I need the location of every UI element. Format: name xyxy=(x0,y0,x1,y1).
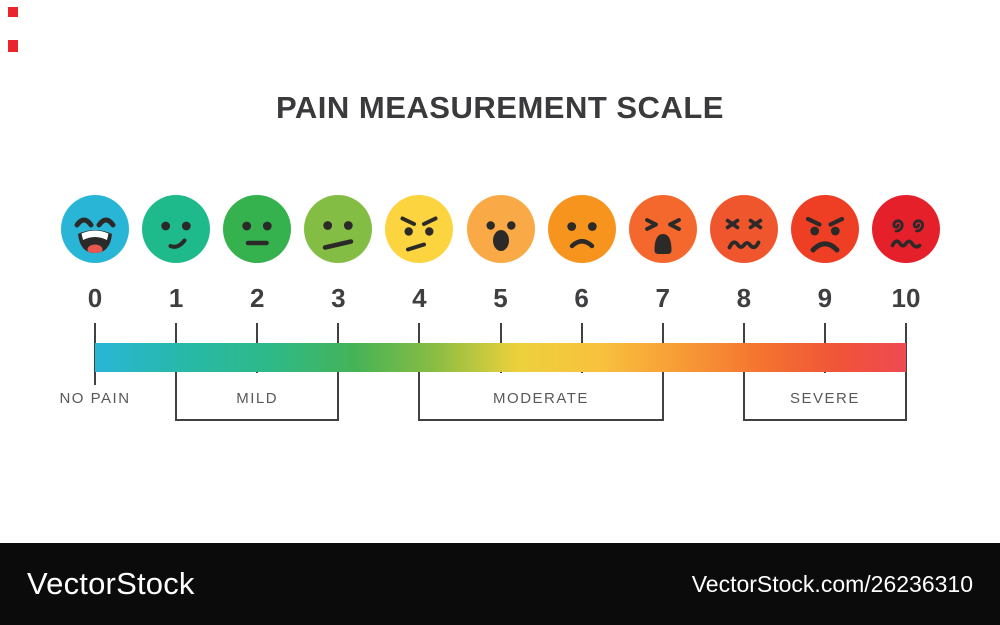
pain-face-0 xyxy=(61,195,129,263)
corner-mark-icon xyxy=(8,40,18,52)
scale-number-1: 1 xyxy=(168,283,184,313)
range-label-mild: MILD xyxy=(236,390,279,407)
scale-tick-8 xyxy=(742,323,745,421)
pain-face-8 xyxy=(709,195,778,263)
scale-number-4: 4 xyxy=(412,283,427,313)
brand-logo: VectorStock xyxy=(27,566,195,601)
watermark-url: VectorStock.com/26236310 xyxy=(691,570,973,597)
scale-tick-4 xyxy=(418,323,421,421)
pain-face-9 xyxy=(790,195,859,263)
range-bracket-mild xyxy=(175,419,340,421)
pain-face-10 xyxy=(872,195,940,263)
range-label-no-pain: NO PAIN xyxy=(59,390,131,407)
pain-face-7 xyxy=(628,195,697,263)
scale-number-3: 3 xyxy=(331,283,346,313)
scale-number-8: 8 xyxy=(736,283,752,313)
gradient-bar xyxy=(95,343,906,372)
pain-face-4 xyxy=(385,195,454,263)
scale-number-7: 7 xyxy=(655,283,670,313)
scale-tick-7 xyxy=(661,323,664,421)
scale-tick-10 xyxy=(905,323,907,421)
range-label-severe: SEVERE xyxy=(789,390,860,407)
pain-face-2 xyxy=(223,195,292,263)
scale-tick-1 xyxy=(175,323,178,421)
pain-face-3 xyxy=(304,195,373,263)
pain-face-5 xyxy=(466,195,535,263)
corner-mark-icon xyxy=(8,7,18,17)
page-title: PAIN MEASUREMENT SCALE xyxy=(276,90,724,125)
range-label-moderate: MODERATE xyxy=(493,390,589,407)
scale-number-0: 0 xyxy=(87,283,103,313)
scale-tick-3 xyxy=(337,323,340,421)
scale-number-9: 9 xyxy=(817,283,833,313)
scale-number-2: 2 xyxy=(249,283,265,313)
scale-number-5: 5 xyxy=(493,283,508,313)
range-bracket-moderate xyxy=(418,419,664,421)
scale-number-6: 6 xyxy=(574,283,589,313)
pain-face-6 xyxy=(547,195,616,263)
pain-face-1 xyxy=(142,195,211,263)
watermark-bar: VectorStock VectorStock.com/26236310 xyxy=(0,543,1000,625)
range-bracket-severe xyxy=(742,419,907,421)
scale-number-10: 10 xyxy=(891,283,921,313)
